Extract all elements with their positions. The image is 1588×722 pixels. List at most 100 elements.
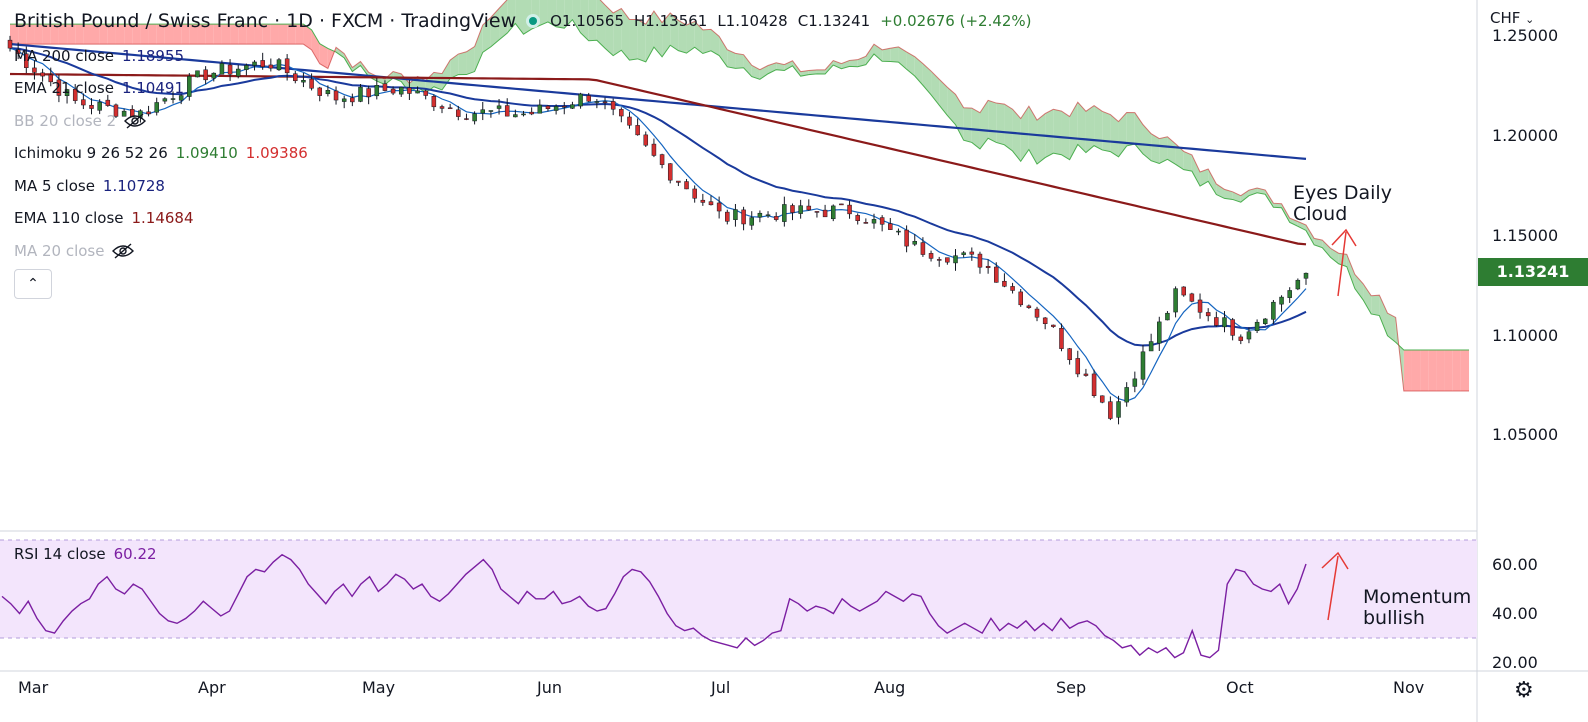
candle-down xyxy=(15,49,21,55)
candle-down xyxy=(888,223,893,230)
ichimoku-cloud-segment xyxy=(1363,283,1372,314)
candle-up xyxy=(553,106,559,111)
ichimoku-cloud-segment xyxy=(768,62,777,74)
candle-down xyxy=(708,201,714,206)
eye-crossed-icon[interactable] xyxy=(124,113,147,129)
ichimoku-cloud-segment xyxy=(450,54,459,79)
candle-down xyxy=(40,72,45,77)
y-tick-label: 1.15000 xyxy=(1492,226,1559,245)
ichimoku-cloud-segment xyxy=(605,4,614,56)
ichimoku-cloud-segment xyxy=(474,25,483,72)
ichimoku-cloud-segment xyxy=(833,60,842,69)
candle-down xyxy=(309,78,314,89)
ichimoku-cloud-segment xyxy=(1183,151,1192,172)
ichimoku-cloud-segment xyxy=(1232,191,1241,203)
candle-up xyxy=(358,86,363,102)
indicator-bb20[interactable]: BB 20 close 2 xyxy=(14,110,147,132)
candle-down xyxy=(382,83,388,91)
ichimoku-cloud-segment xyxy=(1387,313,1396,343)
candle-down xyxy=(545,105,551,110)
candle-up xyxy=(570,104,575,109)
ichimoku-cloud-segment xyxy=(710,29,720,56)
candle-down xyxy=(741,209,746,225)
ichimoku-cloud-segment xyxy=(816,69,826,74)
candle-up xyxy=(733,209,738,220)
ichimoku-cloud-segment xyxy=(613,8,622,56)
high-value: H1.13561 xyxy=(634,12,708,30)
candle-down xyxy=(1067,348,1072,361)
indicator-ma200[interactable]: MA 200 close 1.18955 xyxy=(14,45,184,67)
indicator-label: MA 5 close xyxy=(14,177,95,195)
candle-up xyxy=(1295,279,1301,290)
collapse-legend-button[interactable]: ⌃ xyxy=(14,269,52,299)
symbol-title[interactable]: British Pound / Swiss Franc · 1D · FXCM … xyxy=(14,10,517,32)
candle-down xyxy=(1026,305,1032,308)
candle-down xyxy=(1189,293,1195,302)
indicator-ema21[interactable]: EMA 21 close 1.10491 xyxy=(14,77,184,99)
indicator-ma5[interactable]: MA 5 close 1.10728 xyxy=(14,175,165,197)
candle-down xyxy=(447,107,453,110)
y-tick-label: 1.05000 xyxy=(1492,425,1559,444)
candle-down xyxy=(390,88,396,94)
rsi-tick-label: 60.00 xyxy=(1492,555,1538,574)
candle-down xyxy=(806,205,812,211)
ichimoku-cloud-segment xyxy=(890,46,899,63)
candle-up xyxy=(1157,321,1162,344)
candle-up xyxy=(798,205,803,214)
ichimoku-cloud-segment xyxy=(270,24,279,45)
annotation-eyes-daily-cloud: Eyes Daily Cloud xyxy=(1293,183,1392,225)
ichimoku-cloud-segment xyxy=(303,24,312,50)
x-tick-label: Jun xyxy=(537,678,562,697)
ichimoku-cloud-segment xyxy=(588,0,597,41)
candle-up xyxy=(195,70,200,78)
ichimoku-cloud-segment xyxy=(156,24,165,45)
annotation-line: Cloud xyxy=(1293,203,1348,225)
ichimoku-cloud-segment xyxy=(1354,274,1364,300)
candle-down xyxy=(1042,317,1048,325)
candle-down xyxy=(627,116,632,126)
candle-up xyxy=(1279,296,1284,305)
candle-down xyxy=(725,211,730,222)
ichimoku-cloud-segment xyxy=(50,24,59,45)
y-tick-label: 1.20000 xyxy=(1492,126,1559,145)
candle-down xyxy=(1205,312,1211,317)
candle-up xyxy=(415,90,420,94)
indicator-value: 1.09386 xyxy=(245,144,308,162)
rsi-legend[interactable]: RSI 14 close 60.22 xyxy=(14,543,157,565)
indicator-value: 1.14684 xyxy=(131,209,194,227)
indicator-ichimoku[interactable]: Ichimoku 9 26 52 26 1.09410 1.09386 xyxy=(14,142,308,164)
currency-selector[interactable]: CHF ⌄ xyxy=(1490,9,1534,27)
candle-up xyxy=(1287,290,1292,298)
candle-down xyxy=(667,163,673,181)
candle-down xyxy=(1214,317,1219,326)
ichimoku-cloud-segment xyxy=(34,24,43,45)
ichimoku-cloud-segment xyxy=(572,0,581,33)
candle-down xyxy=(317,87,322,96)
ichimoku-cloud-segment xyxy=(1045,109,1054,158)
candle-down xyxy=(227,64,233,75)
candle-up xyxy=(219,63,225,75)
annotation-line: Momentum xyxy=(1363,586,1472,608)
candle-down xyxy=(994,266,999,283)
eye-crossed-icon[interactable] xyxy=(112,243,135,259)
ichimoku-cloud-segment xyxy=(140,24,149,45)
candle-up xyxy=(276,59,282,71)
indicator-value: 1.09410 xyxy=(175,144,238,162)
ichimoku-cloud-segment xyxy=(466,46,475,75)
rsi-label: RSI 14 close xyxy=(14,545,106,563)
ichimoku-cloud-segment xyxy=(67,24,76,45)
indicator-ema110[interactable]: EMA 110 close 1.14684 xyxy=(14,207,194,229)
indicator-ma20[interactable]: MA 20 close xyxy=(14,240,135,262)
ichimoku-cloud-segment xyxy=(1297,221,1306,231)
candle-up xyxy=(912,241,918,245)
candle-down xyxy=(203,69,208,81)
ichimoku-cloud-segment xyxy=(360,61,369,77)
rsi-tick-label: 40.00 xyxy=(1492,604,1538,623)
candle-down xyxy=(1108,401,1113,419)
gear-icon[interactable]: ⚙ xyxy=(1514,678,1534,703)
candle-up xyxy=(97,101,102,111)
ichimoku-cloud-segment xyxy=(115,24,125,45)
ema21-line xyxy=(9,47,1307,347)
y-tick-label: 1.10000 xyxy=(1492,326,1559,345)
